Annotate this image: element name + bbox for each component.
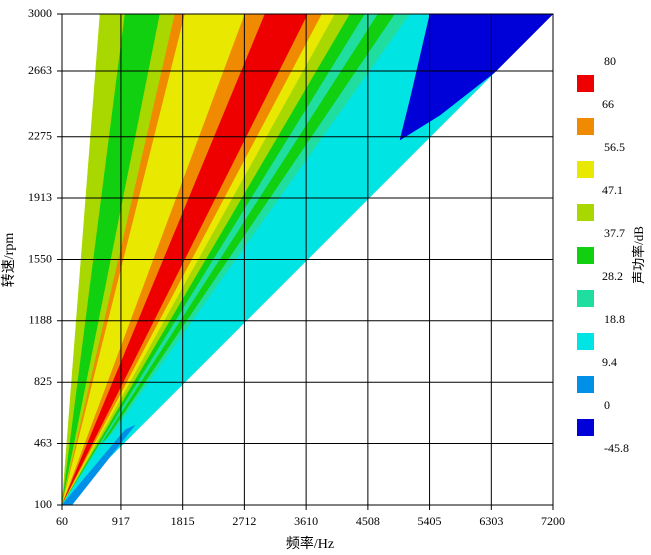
colorbar-tick-label: 18.8 — [604, 312, 625, 326]
x-tick-label: 3610 — [294, 514, 318, 528]
y-tick-label: 463 — [34, 435, 52, 449]
x-tick-label: 917 — [112, 514, 130, 528]
colorbar-tick-label: 9.4 — [602, 355, 617, 369]
y-tick-label: 100 — [34, 497, 52, 511]
colorbar-swatch — [577, 118, 594, 135]
x-tick-label: 5405 — [418, 514, 442, 528]
colorbar-swatch — [577, 75, 594, 92]
x-tick-label: 7200 — [541, 514, 565, 528]
colorbar-tick-label: 47.1 — [602, 183, 623, 197]
y-tick-label: 2275 — [28, 129, 52, 143]
x-tick-label: 1815 — [171, 514, 195, 528]
y-tick-label: 1550 — [28, 251, 52, 265]
colorbar-tick-label: 37.7 — [604, 226, 625, 240]
y-tick-label: 1188 — [28, 313, 52, 327]
y-axis-label: 转速/rpm — [1, 233, 17, 288]
colorbar-swatch — [577, 161, 594, 178]
x-tick-label: 60 — [56, 514, 68, 528]
colorbar-swatch — [577, 204, 594, 221]
x-axis-label: 频率/Hz — [286, 535, 334, 552]
colorbar-swatch — [577, 419, 594, 436]
colorbar-swatch — [577, 290, 594, 307]
plot-frame — [61, 13, 554, 506]
colorbar-tick-label: 0 — [604, 398, 610, 412]
y-tick-label: 825 — [34, 374, 52, 388]
colorbar-swatch — [577, 247, 594, 264]
x-tick-label: 2712 — [232, 514, 256, 528]
x-tick-label: 4508 — [356, 514, 380, 528]
colorbar-swatch — [577, 333, 594, 350]
colorbar-tick-label: 66 — [602, 97, 614, 111]
y-tick-label: 1913 — [28, 190, 52, 204]
colorbar-tick-label: -45.8 — [604, 441, 629, 455]
y-tick-label: 2663 — [28, 63, 52, 77]
colorbar-tick-label: 56.5 — [604, 140, 625, 154]
colorbar-label: 声功率/dB — [631, 226, 646, 284]
colorbar-swatch — [577, 376, 594, 393]
colorbar-tick-label: 80 — [604, 54, 616, 68]
y-tick-label: 3000 — [28, 6, 52, 20]
x-tick-label: 6303 — [479, 514, 503, 528]
colorbar-tick-label: 28.2 — [602, 269, 623, 283]
